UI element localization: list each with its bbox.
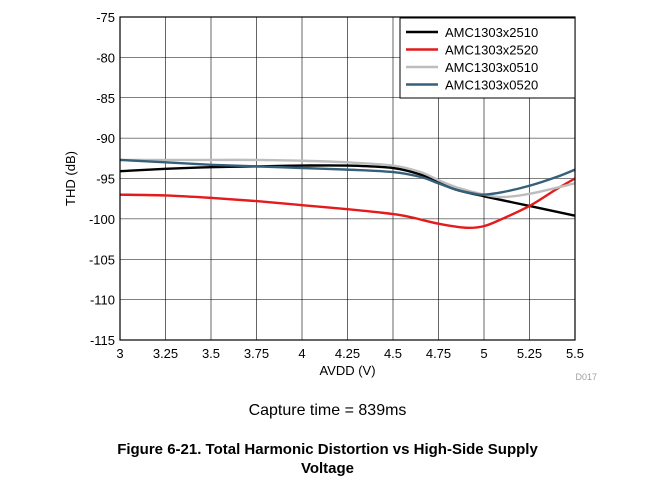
- x-tick-label: 5: [480, 346, 487, 361]
- y-tick-label: -110: [90, 293, 115, 308]
- y-tick-label: -100: [89, 212, 115, 227]
- legend: AMC1303x2510 AMC1303x2520 AMC1303x0510 AMC1…: [399, 17, 576, 99]
- x-tick-label: 4.25: [335, 346, 360, 361]
- thd-vs-avdd-chart: 3 3.25 3.5 3.75 4 4.25 4.5 4.75 5 5.25 5.5 -75-80-…: [63, 10, 597, 382]
- series-lines: [119, 158, 576, 230]
- figure-title: Figure 6-21. Total Harmonic Distortion v…: [0, 440, 655, 478]
- x-tick-label: 3.75: [244, 346, 269, 361]
- legend-label: AMC1303x2520: [445, 43, 538, 58]
- y-tick-labels: -75 -80 -85 -90 -95 -100 -105 -110 -115: [89, 10, 115, 348]
- y-tick-label: -90: [96, 131, 115, 146]
- y-tick-label: -85: [96, 91, 115, 106]
- figure-code: D017: [575, 372, 597, 382]
- y-axis-label: THD (dB): [63, 151, 78, 206]
- legend-label: AMC1303x2510: [445, 25, 538, 40]
- x-tick-label: 4.75: [426, 346, 451, 361]
- capture-time-text: Capture time = 839ms: [248, 402, 407, 419]
- x-tick-label: 3.5: [202, 346, 220, 361]
- x-tick-label: 3: [116, 346, 123, 361]
- series-line-3: [119, 158, 576, 196]
- series-line-0: [119, 164, 576, 217]
- y-tick-label: -95: [96, 172, 115, 187]
- x-tick-labels: 3 3.25 3.5 3.75 4 4.25 4.5 4.75 5 5.25 5.5: [116, 346, 584, 361]
- x-tick-label: 5.25: [517, 346, 542, 361]
- y-tick-label: -80: [96, 50, 115, 65]
- y-tick-label: -115: [90, 333, 115, 348]
- y-tick-label: -75: [96, 10, 115, 25]
- plot-frame: [119, 16, 576, 341]
- x-axis-label: AVDD (V): [319, 363, 375, 378]
- series-line-1: [119, 177, 576, 230]
- y-tick-label: -105: [89, 252, 115, 267]
- x-tick-label: 4.5: [384, 346, 402, 361]
- figure-title-line-2: Voltage: [300, 460, 355, 477]
- legend-label: AMC1303x0510: [445, 60, 538, 75]
- legend-label: AMC1303x0520: [445, 78, 538, 93]
- x-tick-label: 4: [298, 346, 305, 361]
- x-tick-label: 3.25: [153, 346, 178, 361]
- x-tick-label: 5.5: [566, 346, 584, 361]
- figure-title-line-1: Figure 6-21. Total Harmonic Distortion v…: [117, 441, 538, 458]
- series-line-2: [119, 158, 576, 199]
